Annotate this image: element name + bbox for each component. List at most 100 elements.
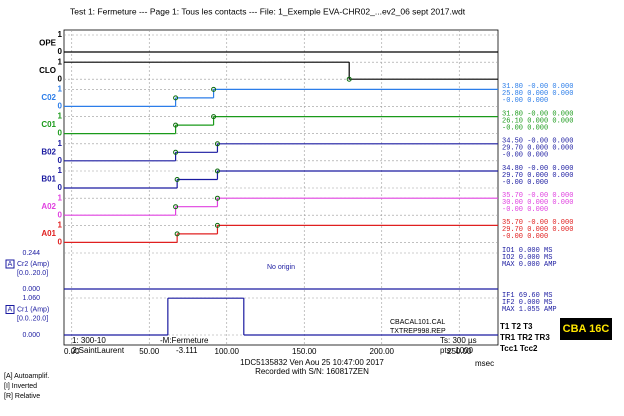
chart-title: Test 1: Fermeture --- Page 1: Tous les c… bbox=[70, 6, 466, 16]
event-marker bbox=[174, 231, 180, 237]
reading: -0.00 0.000 bbox=[502, 206, 548, 214]
footer-text: pts: 1000 bbox=[440, 346, 473, 355]
y-tick-label: 0 bbox=[58, 156, 63, 165]
y-tick-label: 1 bbox=[58, 57, 63, 66]
channel-name: A01 bbox=[41, 229, 56, 238]
event-marker bbox=[214, 195, 220, 201]
flag: A bbox=[8, 261, 13, 268]
reading: -0.00 0.000 bbox=[502, 152, 548, 160]
channel-range: [0.0..20.0] bbox=[17, 270, 48, 277]
y-tick-label: 0 bbox=[58, 47, 63, 56]
reading: 29.70 0.000 0.000 bbox=[502, 172, 573, 180]
footer-text: T1 T2 T3 bbox=[500, 322, 533, 331]
reading: -0.00 0.000 bbox=[502, 124, 548, 132]
reading: IF2 0.000 MS bbox=[502, 299, 552, 307]
y-tick-label: 1 bbox=[58, 221, 63, 230]
y-tick-label: 1.060 bbox=[22, 295, 40, 302]
y-tick-label: 1 bbox=[58, 30, 63, 39]
y-tick-label: 0.244 bbox=[22, 250, 40, 257]
event-marker bbox=[214, 168, 220, 174]
y-tick-label: 1 bbox=[58, 139, 63, 148]
channel-name: Cr2 (Amp) bbox=[17, 261, 49, 268]
footer-text: -3.111 bbox=[176, 346, 198, 355]
y-tick-label: 1 bbox=[58, 166, 63, 175]
footer-text: Tcc1 Tcc2 bbox=[500, 344, 538, 353]
channel-name: Cr1 (Amp) bbox=[17, 306, 49, 313]
x-tick-label: 100.00 bbox=[215, 347, 240, 356]
footer-text: 2:SaintLaurent bbox=[72, 346, 125, 355]
reading: IF1 69.60 MS bbox=[502, 292, 552, 300]
event-marker bbox=[214, 222, 220, 228]
y-tick-label: 0 bbox=[58, 102, 63, 111]
event-marker bbox=[346, 76, 352, 82]
reading: 26.10 0.000 0.000 bbox=[502, 117, 573, 125]
reading: IO1 0.000 MS bbox=[502, 247, 552, 255]
reading: 35.70 -0.00 0.000 bbox=[502, 192, 573, 200]
channel-name: C01 bbox=[41, 120, 56, 129]
badge bbox=[560, 318, 612, 340]
reading: -0.00 0.000 bbox=[502, 97, 548, 105]
reading: 29.70 0.000 0.000 bbox=[502, 145, 573, 153]
footer-text: TXTREP998.REP bbox=[390, 328, 446, 335]
y-tick-label: 1 bbox=[58, 112, 63, 121]
reading: 31.80 -0.00 0.000 bbox=[502, 83, 573, 91]
note: [I] Inverted bbox=[4, 383, 37, 390]
x-tick-label: 0.00 bbox=[64, 347, 80, 356]
badge-text: CBA 16C bbox=[563, 323, 610, 335]
reading: 34.50 -0.00 0.000 bbox=[502, 138, 573, 146]
reading: MAX 1.055 AMP bbox=[502, 306, 557, 314]
y-tick-label: 0.000 bbox=[22, 332, 40, 339]
reading: -0.00 0.000 bbox=[502, 179, 548, 187]
y-tick-label: 0 bbox=[58, 74, 63, 83]
flag-box bbox=[5, 305, 15, 314]
event-marker bbox=[173, 149, 179, 155]
reading: 34.80 -0.00 0.000 bbox=[502, 165, 573, 173]
x-tick-label: 50.00 bbox=[139, 347, 160, 356]
footer-text: 1DC5135832 Ven Aou 25 10:47:00 2017 bbox=[240, 358, 384, 367]
channel-name: OPE bbox=[39, 39, 57, 48]
reading: 30.00 0.000 0.000 bbox=[502, 199, 573, 207]
x-axis-label: msec bbox=[475, 359, 494, 368]
x-tick-label: 200.00 bbox=[370, 347, 395, 356]
event-marker bbox=[211, 86, 217, 92]
x-tick-label: 150.00 bbox=[292, 347, 317, 356]
y-tick-label: 0 bbox=[58, 129, 63, 138]
channel-name: A02 bbox=[41, 202, 56, 211]
reading: IO2 0.000 MS bbox=[502, 254, 552, 262]
reading: 35.70 -0.00 0.000 bbox=[502, 219, 573, 227]
reading: 31.80 -0.00 0.000 bbox=[502, 110, 573, 118]
event-marker bbox=[173, 95, 179, 101]
channel-name: C02 bbox=[41, 93, 56, 102]
y-tick-label: 0.000 bbox=[22, 286, 40, 293]
y-tick-label: 1 bbox=[58, 193, 63, 202]
event-marker bbox=[174, 177, 180, 182]
y-tick-label: 1 bbox=[58, 85, 63, 94]
footer-text: CBACAL101.CAL bbox=[390, 319, 445, 326]
reading: 29.70 0.000 0.000 bbox=[502, 226, 573, 234]
x-tick-label: 250.00 bbox=[447, 347, 472, 356]
footer-text: 1: 300-10 bbox=[72, 336, 106, 345]
footer-text: Ts: 300 µs bbox=[440, 336, 477, 345]
flag: A bbox=[8, 306, 13, 313]
flag-box bbox=[5, 259, 15, 269]
event-marker bbox=[214, 141, 220, 147]
channel-name: B02 bbox=[41, 147, 56, 156]
footer-text: TR1 TR2 TR3 bbox=[500, 333, 550, 342]
channel-name: B01 bbox=[41, 175, 56, 184]
note: [A] Autoamplif. bbox=[4, 373, 49, 380]
channel-name: CLO bbox=[39, 66, 56, 75]
y-tick-label: 0 bbox=[58, 183, 63, 192]
reading: -0.00 0.000 bbox=[502, 233, 548, 241]
annotation: No origin bbox=[267, 264, 295, 271]
reading: 25.80 0.000 0.000 bbox=[502, 90, 573, 98]
footer-text: -M:Fermeture bbox=[160, 336, 209, 345]
event-marker bbox=[173, 204, 179, 210]
channel-range: [0.0..20.0] bbox=[17, 315, 48, 322]
note: [R] Relative bbox=[4, 393, 40, 400]
footer-text: Recorded with S/N: 160817ZEN bbox=[255, 367, 369, 376]
event-marker bbox=[173, 122, 179, 128]
reading: MAX 0.000 AMP bbox=[502, 261, 557, 269]
y-tick-label: 0 bbox=[58, 238, 63, 247]
y-tick-label: 0 bbox=[58, 210, 63, 219]
